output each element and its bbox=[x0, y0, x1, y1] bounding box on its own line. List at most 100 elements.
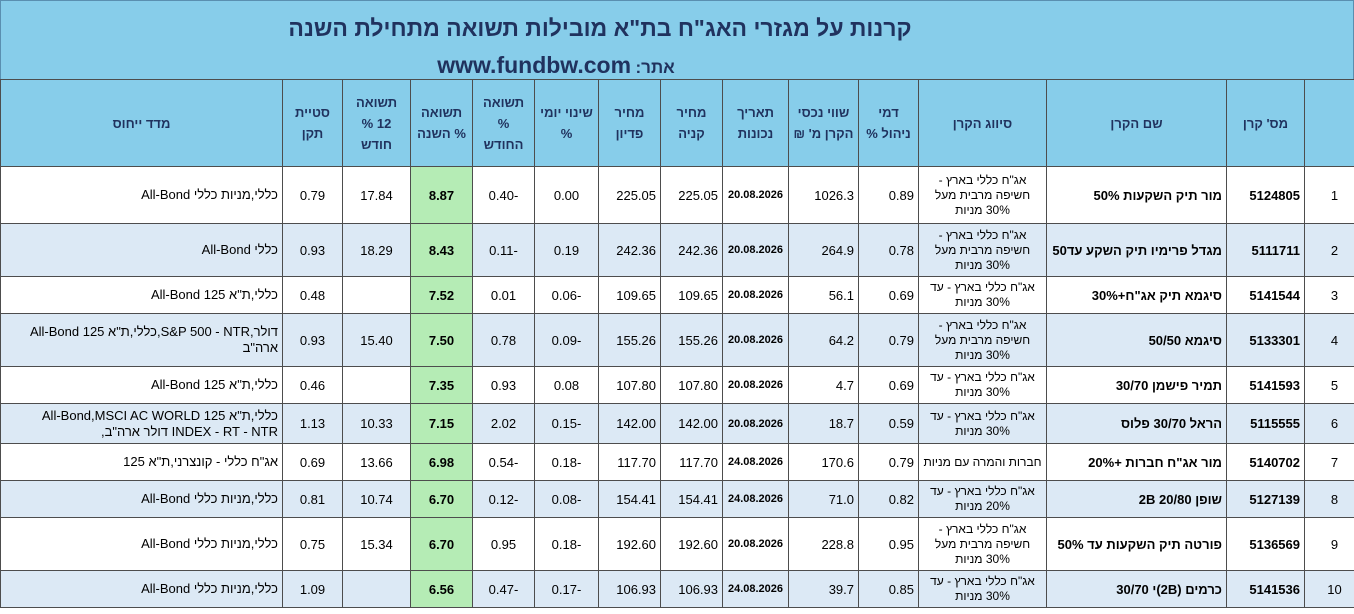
buy-price: 192.60 bbox=[660, 517, 723, 571]
daily-change: -0.18 bbox=[534, 517, 599, 571]
12m-return bbox=[342, 276, 411, 314]
ytd-return: 8.43 bbox=[410, 223, 473, 277]
table-row: 7 5140702 מור אג"ח חברות +20% חברות והמרה ע… bbox=[0, 443, 1354, 481]
benchmark-index: אג"ח כללי - קונצרני,ת"א 125 bbox=[0, 443, 283, 481]
mgmt-fee: 0.79 bbox=[858, 313, 919, 367]
col-ytd-return: תשואה % השנה bbox=[410, 79, 473, 167]
website-line: אתר: www.fundbw.com bbox=[1, 52, 1111, 79]
fund-assets: 39.7 bbox=[788, 570, 859, 608]
redeem-price: 109.65 bbox=[598, 276, 661, 314]
12m-return bbox=[342, 570, 411, 608]
fund-assets: 1026.3 bbox=[788, 166, 859, 224]
month-return: 2.02 bbox=[472, 403, 535, 444]
std-dev: 0.79 bbox=[282, 166, 343, 224]
daily-change: -0.08 bbox=[534, 480, 599, 518]
table-row: 10 5141536 כרמים (2B)י 30/70 אג"ח כללי בארץ… bbox=[0, 570, 1354, 608]
mgmt-fee: 0.85 bbox=[858, 570, 919, 608]
row-index: 3 bbox=[1304, 276, 1354, 314]
row-index: 6 bbox=[1304, 403, 1354, 444]
mgmt-fee: 0.69 bbox=[858, 366, 919, 404]
mgmt-fee: 0.79 bbox=[858, 443, 919, 481]
row-index: 10 bbox=[1304, 570, 1354, 608]
row-index: 2 bbox=[1304, 223, 1354, 277]
valuation-date: 20.08.2026 bbox=[722, 366, 789, 404]
fund-id: 5136569 bbox=[1226, 517, 1305, 571]
row-index: 8 bbox=[1304, 480, 1354, 518]
12m-return: 10.33 bbox=[342, 403, 411, 444]
website-label: אתר: bbox=[635, 58, 675, 77]
row-index: 7 bbox=[1304, 443, 1354, 481]
12m-return bbox=[342, 366, 411, 404]
col-benchmark: מדד ייחוס bbox=[0, 79, 283, 167]
12m-return: 15.34 bbox=[342, 517, 411, 571]
col-mgmt-fee: דמי ניהול % bbox=[858, 79, 919, 167]
page-title: קרנות על מגזרי האג"ח בת"א מובילות תשואה … bbox=[288, 15, 912, 41]
mgmt-fee: 0.69 bbox=[858, 276, 919, 314]
valuation-date: 20.08.2026 bbox=[722, 313, 789, 367]
table-row: 1 5124805 מור תיק השקעות 50% אג"ח כללי בארץ… bbox=[0, 166, 1354, 224]
col-12m-return: תשואה 12 % חודש bbox=[342, 79, 411, 167]
12m-return: 10.74 bbox=[342, 480, 411, 518]
fund-id: 5140702 bbox=[1226, 443, 1305, 481]
fund-id: 5133301 bbox=[1226, 313, 1305, 367]
month-return: 0.93 bbox=[472, 366, 535, 404]
mgmt-fee: 0.82 bbox=[858, 480, 919, 518]
valuation-date: 20.08.2026 bbox=[722, 276, 789, 314]
redeem-price: 117.70 bbox=[598, 443, 661, 481]
daily-change: 0.19 bbox=[534, 223, 599, 277]
std-dev: 1.09 bbox=[282, 570, 343, 608]
col-index bbox=[1304, 79, 1354, 167]
fund-assets: 64.2 bbox=[788, 313, 859, 367]
fund-id: 5127139 bbox=[1226, 480, 1305, 518]
daily-change: 0.00 bbox=[534, 166, 599, 224]
valuation-date: 24.08.2026 bbox=[722, 570, 789, 608]
fund-name: מור תיק השקעות 50% bbox=[1046, 166, 1227, 224]
12m-return: 13.66 bbox=[342, 443, 411, 481]
website-url[interactable]: www.fundbw.com bbox=[437, 52, 632, 78]
ytd-return: 8.87 bbox=[410, 166, 473, 224]
row-index: 5 bbox=[1304, 366, 1354, 404]
daily-change: 0.08 bbox=[534, 366, 599, 404]
fund-name: מור אג"ח חברות +20% bbox=[1046, 443, 1227, 481]
table-row: 8 5127139 שופן 20/80 2B אג"ח כללי בארץ - עד… bbox=[0, 480, 1354, 518]
std-dev: 1.13 bbox=[282, 403, 343, 444]
ytd-return: 7.35 bbox=[410, 366, 473, 404]
fund-name: כרמים (2B)י 30/70 bbox=[1046, 570, 1227, 608]
fund-name: הראל 30/70 פלוס bbox=[1046, 403, 1227, 444]
table-header-row: מס' קרן שם הקרן סיווג הקרן דמי ניהול % ש… bbox=[0, 79, 1354, 167]
table-row: 4 5133301 סיגמא 50/50 אג"ח כללי בארץ - חשיפ… bbox=[0, 313, 1354, 367]
12m-return: 15.40 bbox=[342, 313, 411, 367]
col-fund-type: סיווג הקרן bbox=[918, 79, 1047, 167]
month-return: 0.01 bbox=[472, 276, 535, 314]
col-assets: שווי נכסי הקרן מ' ₪ bbox=[788, 79, 859, 167]
fund-type: אג"ח כללי בארץ - חשיפה מרבית מעל 30% מני… bbox=[918, 517, 1047, 571]
table-row: 5 5141593 תמיר פישמן 30/70 אג"ח כללי בארץ -… bbox=[0, 366, 1354, 404]
row-index: 9 bbox=[1304, 517, 1354, 571]
fund-assets: 264.9 bbox=[788, 223, 859, 277]
buy-price: 107.80 bbox=[660, 366, 723, 404]
benchmark-index: כללי,ת"א 125 All-Bond,MSCI AC WORLD INDE… bbox=[0, 403, 283, 444]
fund-id: 5111711 bbox=[1226, 223, 1305, 277]
fund-type: אג"ח כללי בארץ - עד 20% מניות bbox=[918, 480, 1047, 518]
redeem-price: 192.60 bbox=[598, 517, 661, 571]
fund-type: אג"ח כללי בארץ - חשיפה מרבית מעל 30% מני… bbox=[918, 223, 1047, 277]
report-header: קרנות על מגזרי האג"ח בת"א מובילות תשואה … bbox=[0, 0, 1354, 79]
benchmark-index: כללי,ת"א 125 All-Bond bbox=[0, 276, 283, 314]
redeem-price: 155.26 bbox=[598, 313, 661, 367]
fund-type: אג"ח כללי בארץ - עד 30% מניות bbox=[918, 403, 1047, 444]
month-return: 0.78 bbox=[472, 313, 535, 367]
buy-price: 142.00 bbox=[660, 403, 723, 444]
fund-id: 5141593 bbox=[1226, 366, 1305, 404]
std-dev: 0.69 bbox=[282, 443, 343, 481]
col-std-dev: סטיית תקן bbox=[282, 79, 343, 167]
col-buy-price: מחיר קניה bbox=[660, 79, 723, 167]
redeem-price: 154.41 bbox=[598, 480, 661, 518]
valuation-date: 20.08.2026 bbox=[722, 223, 789, 277]
daily-change: -0.17 bbox=[534, 570, 599, 608]
fund-name: תמיר פישמן 30/70 bbox=[1046, 366, 1227, 404]
col-date: תאריך נכונות bbox=[722, 79, 789, 167]
fund-id: 5141544 bbox=[1226, 276, 1305, 314]
valuation-date: 20.08.2026 bbox=[722, 166, 789, 224]
mgmt-fee: 0.78 bbox=[858, 223, 919, 277]
fund-type: אג"ח כללי בארץ - עד 30% מניות bbox=[918, 276, 1047, 314]
